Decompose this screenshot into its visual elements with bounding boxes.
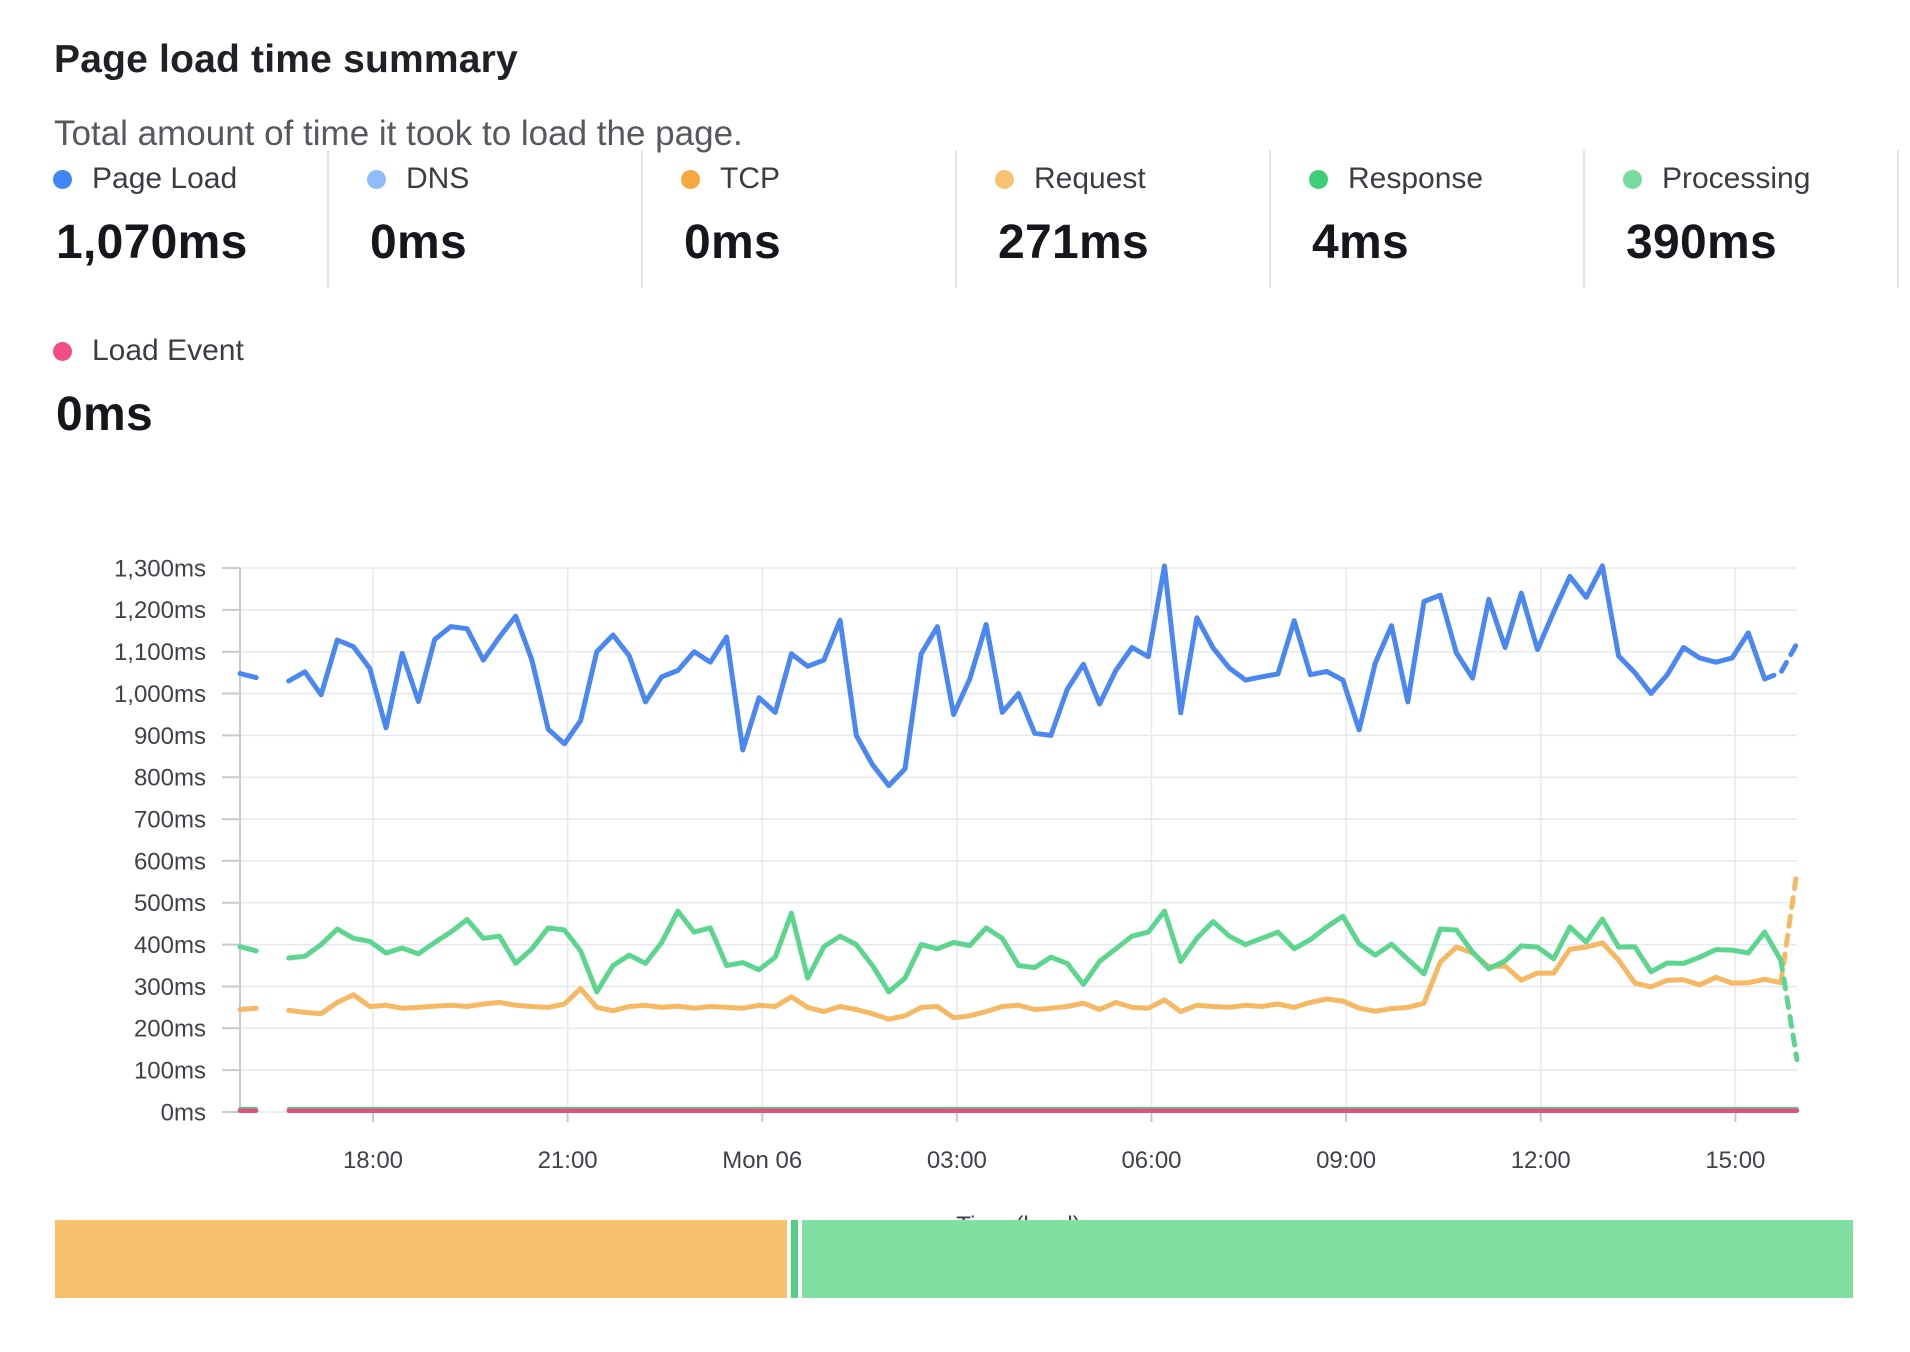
y-axis-label: 1,100ms	[114, 639, 206, 666]
processing-legend-dot	[1623, 169, 1642, 189]
stat-value: 0ms	[684, 216, 781, 269]
stat-label: TCP	[720, 162, 780, 195]
y-axis-label: 100ms	[134, 1058, 206, 1085]
stats-row: Page Load 1,070ms DNS 0ms TCP 0ms Reques…	[15, 150, 1899, 288]
stats-row-2: Load Event 0ms	[15, 322, 329, 460]
stat-processing[interactable]: Processing 390ms	[1585, 150, 1899, 288]
series-line-request	[237, 940, 1784, 1022]
request-legend-dot	[995, 169, 1014, 189]
y-axis-label: 500ms	[134, 890, 206, 917]
y-axis-label: 1,300ms	[114, 555, 206, 582]
y-axis-label: 600ms	[134, 848, 206, 875]
page-subtitle: Total amount of time it took to load the…	[54, 114, 743, 153]
page-load-legend-dot	[53, 169, 72, 189]
x-axis-label: 15:00	[1705, 1147, 1765, 1174]
series-line-page-load	[237, 563, 1768, 789]
x-axis-label: 18:00	[343, 1147, 403, 1174]
stat-dns[interactable]: DNS 0ms	[329, 150, 643, 288]
tcp-legend-dot	[681, 169, 700, 189]
y-axis-label: 800ms	[134, 765, 206, 792]
stat-request[interactable]: Request 271ms	[957, 150, 1271, 288]
x-axis-label: 06:00	[1121, 1147, 1181, 1174]
y-axis-label: 1,200ms	[114, 597, 206, 624]
dns-legend-dot	[367, 169, 386, 189]
x-axis-label: 12:00	[1511, 1147, 1571, 1174]
load-event-legend-dot	[53, 341, 72, 361]
stat-load-event[interactable]: Load Event 0ms	[15, 322, 329, 460]
response-legend-dot	[1309, 169, 1328, 189]
stat-response[interactable]: Response 4ms	[1271, 150, 1585, 288]
y-axis-label: 900ms	[134, 723, 206, 750]
timing-distribution-bar	[55, 1220, 1857, 1298]
x-axis-label: 03:00	[927, 1147, 987, 1174]
stat-label: Request	[1034, 162, 1146, 195]
series-line-page-load-forecast	[1762, 640, 1800, 682]
y-axis-label: 200ms	[134, 1016, 206, 1043]
bar-segment-processing	[801, 1220, 1853, 1298]
stat-label: DNS	[406, 162, 470, 195]
bar-segment-response	[790, 1220, 798, 1298]
stat-label: Response	[1348, 162, 1484, 195]
y-axis-label: 300ms	[134, 974, 206, 1001]
stat-value: 1,070ms	[56, 216, 248, 269]
series-line-processing	[237, 908, 1784, 995]
y-axis-label: 400ms	[134, 932, 206, 959]
page-title: Page load time summary	[54, 38, 518, 81]
series-line-processing-forecast	[1778, 957, 1800, 1063]
x-axis-label: 09:00	[1316, 1147, 1376, 1174]
stat-value: 0ms	[56, 388, 153, 441]
stat-value: 271ms	[998, 216, 1149, 269]
stat-page-load[interactable]: Page Load 1,070ms	[15, 150, 329, 288]
stat-label: Load Event	[92, 334, 244, 367]
stat-value: 0ms	[370, 216, 467, 269]
y-axis-label: 0ms	[161, 1099, 206, 1126]
stat-value: 4ms	[1312, 216, 1409, 269]
stat-label: Page Load	[92, 162, 238, 195]
y-axis-label: 1,000ms	[114, 681, 206, 708]
bar-segment-request	[55, 1220, 787, 1298]
x-axis-label: 21:00	[538, 1147, 598, 1174]
y-axis-label: 700ms	[134, 806, 206, 833]
stat-value: 390ms	[1626, 216, 1777, 269]
stat-tcp[interactable]: TCP 0ms	[643, 150, 957, 288]
x-axis-label: Mon 06	[722, 1147, 802, 1174]
stat-label: Processing	[1662, 162, 1811, 195]
